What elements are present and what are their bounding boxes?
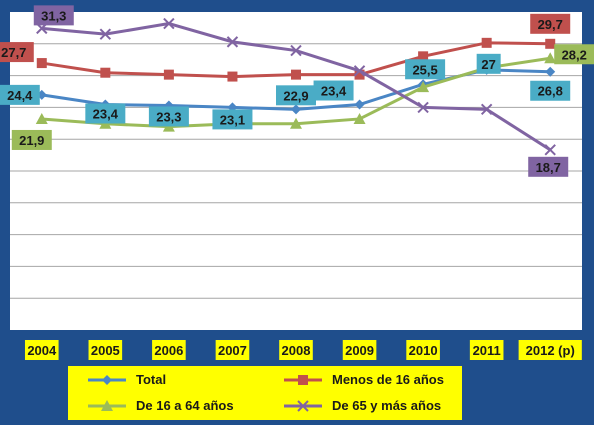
data-label: 18,7 <box>536 160 561 175</box>
data-label: 22,9 <box>283 88 308 103</box>
data-point <box>36 58 47 69</box>
data-label: 24,4 <box>7 88 33 103</box>
x-tick-label-bg <box>342 340 377 360</box>
data-point <box>163 69 174 80</box>
data-label-bg <box>476 53 501 74</box>
data-label-bg <box>85 103 126 124</box>
data-label-bg <box>530 80 571 101</box>
data-label-bg <box>0 84 40 105</box>
x-tick-label-bg <box>279 340 313 360</box>
data-point <box>545 66 556 77</box>
data-label-bg <box>212 109 253 130</box>
data-point <box>544 52 557 64</box>
x-tick-label-bg <box>24 340 59 360</box>
legend-label: Total <box>136 372 167 387</box>
data-point <box>353 112 366 124</box>
data-label-bg <box>148 106 189 127</box>
data-label-bg <box>0 42 34 63</box>
x-tick-label: 2008 <box>282 343 311 358</box>
data-label: 27,7 <box>1 45 26 60</box>
data-point <box>226 36 239 48</box>
data-label-bg <box>33 5 74 26</box>
data-label: 29,7 <box>538 17 563 32</box>
data-point <box>291 104 301 115</box>
x-tick-label: 2006 <box>154 343 183 358</box>
data-label: 28,2 <box>562 47 587 62</box>
data-point <box>291 69 301 80</box>
x-tick-label-bg <box>152 340 186 360</box>
data-label-bg <box>405 59 446 80</box>
data-label-bg <box>530 13 571 34</box>
data-point <box>290 117 302 129</box>
x-tick-label-bg <box>469 340 504 360</box>
data-point <box>481 37 492 48</box>
data-point <box>99 28 112 40</box>
data-point <box>480 103 493 116</box>
data-label: 27 <box>481 57 495 72</box>
x-tick-label: 2010 <box>409 343 438 358</box>
data-label: 23,4 <box>93 107 119 122</box>
data-point <box>417 81 430 93</box>
x-tick-label: 2007 <box>218 343 247 358</box>
legend-label: Menos de 16 años <box>332 372 444 387</box>
data-label-bg <box>11 129 52 150</box>
x-tick-label-bg <box>215 340 250 360</box>
data-point <box>354 69 365 80</box>
data-label-bg <box>313 80 354 101</box>
data-point <box>354 99 365 110</box>
data-point <box>544 144 556 156</box>
data-label: 23,3 <box>156 109 181 124</box>
data-point <box>227 71 238 82</box>
data-point <box>163 17 175 30</box>
data-point <box>290 44 302 57</box>
x-tick-label: 2009 <box>345 343 374 358</box>
legend-label: De 16 a 64 años <box>136 398 234 413</box>
data-label: 31,3 <box>41 8 66 23</box>
data-label: 23,1 <box>220 112 245 127</box>
data-label-bg <box>528 156 569 177</box>
x-tick-label: 2005 <box>91 343 120 358</box>
x-tick-label: 2012 (p) <box>526 343 575 358</box>
data-label: 21,9 <box>19 133 44 148</box>
data-point <box>353 65 366 77</box>
x-tick-label: 2004 <box>27 343 57 358</box>
legend: Total Menos de 16 años De 16 a 64 años D… <box>68 366 462 420</box>
x-tick-label-bg <box>88 340 123 360</box>
legend-label: De 65 y más años <box>332 398 442 413</box>
data-point <box>545 38 556 49</box>
data-label-bg <box>276 85 316 106</box>
data-label: 25,5 <box>412 62 437 77</box>
data-label-bg <box>554 44 594 65</box>
data-point <box>417 101 429 114</box>
x-tick-label: 2011 <box>473 343 501 358</box>
data-point <box>100 67 111 78</box>
data-point <box>35 112 48 124</box>
x-tick-label-bg <box>518 340 582 360</box>
x-tick-label-bg <box>406 340 440 360</box>
data-label: 23,4 <box>321 84 347 99</box>
data-label: 26,8 <box>538 84 563 99</box>
data-point <box>418 51 429 62</box>
